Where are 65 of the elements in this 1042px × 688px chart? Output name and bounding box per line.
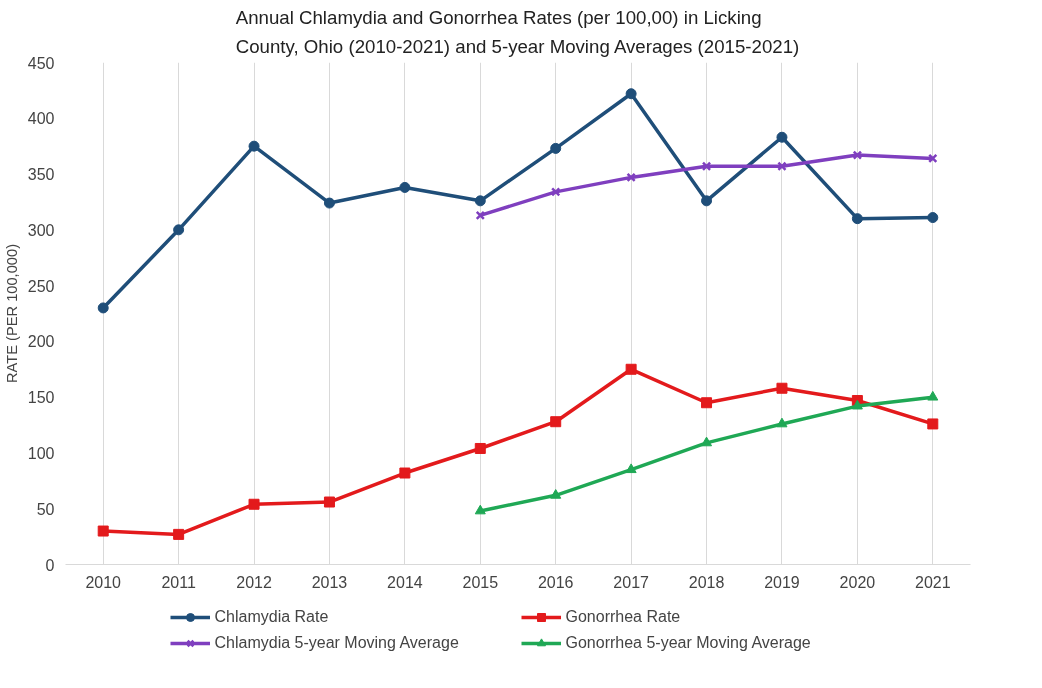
point (852, 150, 863, 160)
x-tick-label: 2017 (613, 573, 650, 591)
x-tick-label: 2015 (462, 573, 499, 591)
x-tick-label: 2012 (236, 573, 272, 591)
point (97, 525, 109, 537)
y-tick-label: 100 (27, 444, 55, 462)
y-tick-label: 300 (27, 221, 55, 239)
x-tick-label: 2013 (311, 573, 348, 591)
y-tick-label: 0 (45, 556, 55, 574)
x-tick-label: 2016 (537, 573, 574, 591)
point (474, 504, 486, 515)
legend-label: Chlamydia Rate (214, 608, 330, 626)
point (97, 302, 109, 314)
point (474, 442, 486, 454)
x-tick-label: 2010 (85, 573, 122, 591)
point (625, 363, 637, 375)
point (399, 181, 411, 193)
point (776, 417, 788, 428)
y-tick-label: 200 (27, 333, 55, 351)
legend-label: Gonorrhea 5-year Moving Average (565, 634, 812, 652)
point (550, 187, 561, 197)
x-tick-label: 2020 (839, 573, 876, 591)
point (399, 467, 411, 479)
point (173, 224, 185, 236)
x-tick-label: 2018 (688, 573, 725, 591)
point (701, 195, 713, 207)
point (927, 418, 939, 430)
point (550, 489, 562, 499)
y-tick-label: 400 (27, 110, 55, 128)
point (927, 212, 939, 224)
point (550, 142, 562, 154)
legend-label: Gonorrhea Rate (565, 608, 682, 626)
y-tick-label: 450 (27, 54, 55, 72)
point (248, 498, 260, 510)
point (851, 399, 863, 410)
point (626, 172, 636, 183)
x-tick-label: 2011 (161, 573, 196, 591)
y-tick-label: 350 (27, 166, 55, 184)
point (173, 528, 185, 540)
point (776, 382, 788, 394)
point (777, 161, 787, 172)
point (323, 496, 335, 508)
point (474, 195, 486, 207)
y-tick-label: 150 (27, 389, 55, 407)
x-tick-label: 2014 (387, 573, 423, 591)
point (625, 463, 637, 474)
point (776, 131, 788, 143)
point (928, 153, 938, 164)
x-tick-label: 2021 (914, 573, 951, 591)
x-tick-label: 2019 (764, 573, 800, 591)
point (701, 161, 712, 172)
point (248, 140, 260, 152)
point (701, 397, 713, 409)
point (701, 436, 713, 447)
point (475, 210, 486, 221)
y-tick-label: 50 (36, 500, 55, 518)
legend-label: Chlamydia 5-year Moving Average (214, 634, 460, 652)
y-tick-label: 250 (27, 277, 55, 295)
point (625, 88, 637, 100)
chart-title: Annual Chlamydia and Gonorrhea Rates (per 100,00) in Licking County, Ohio (2010-2021) and 5-year Moving Averages (2015-2021) (235, 7, 800, 58)
point (550, 416, 562, 428)
point (927, 390, 939, 401)
y-axis-title: RATE (PER 100,000) (3, 243, 20, 384)
point (323, 197, 335, 209)
point (851, 213, 863, 225)
